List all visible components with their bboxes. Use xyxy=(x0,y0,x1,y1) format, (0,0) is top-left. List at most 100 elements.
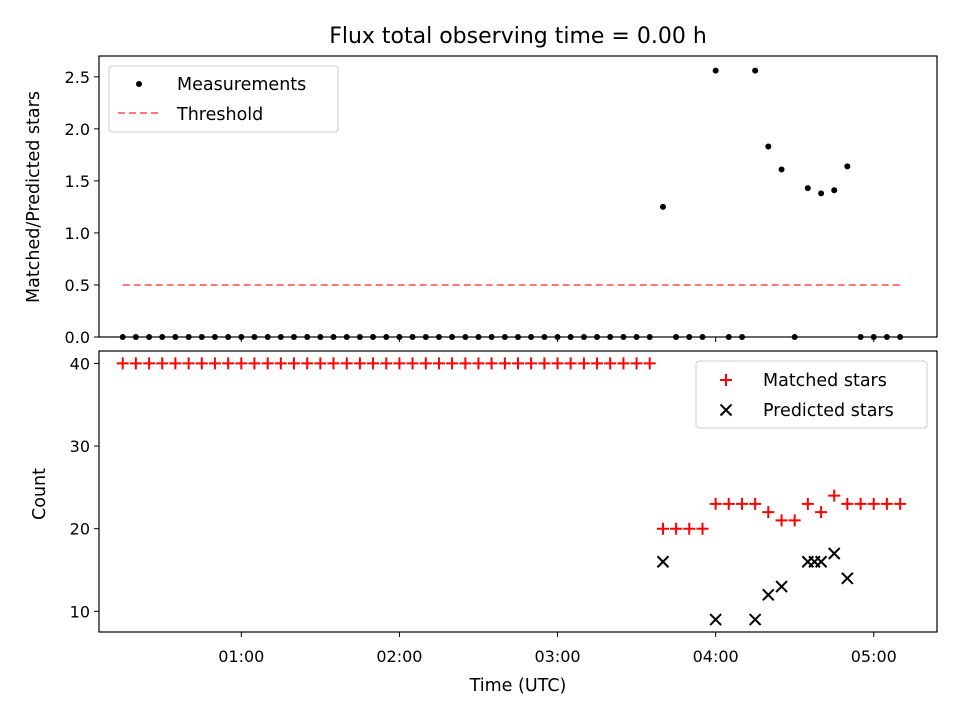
matched-star-point xyxy=(129,357,142,370)
matched-star-point xyxy=(406,357,419,370)
x-tick-label: 02:00 xyxy=(376,647,422,666)
matched-star-point xyxy=(643,357,656,370)
matched-star-point xyxy=(564,357,577,370)
matched-star-point xyxy=(867,497,880,510)
matched-star-point xyxy=(301,357,314,370)
matched-star-point xyxy=(722,497,735,510)
legend-matched-label: Matched stars xyxy=(763,371,887,391)
matched-star-point xyxy=(208,357,221,370)
predicted-star-point xyxy=(762,588,775,602)
matched-star-point xyxy=(222,357,235,370)
matched-star-point xyxy=(274,357,287,370)
matched-star-point xyxy=(446,357,459,370)
matched-star-point xyxy=(736,497,749,510)
top-y-tick-label: 0.5 xyxy=(65,276,90,295)
top-legend: Measurements Threshold xyxy=(108,65,339,133)
x-tick-label: 05:00 xyxy=(851,647,897,666)
matched-star-point xyxy=(749,497,762,510)
matched-star-point xyxy=(156,357,169,370)
bottom-y-tick-label: 40 xyxy=(70,354,90,373)
x-tick-label: 04:00 xyxy=(693,647,739,666)
matched-star-point xyxy=(551,357,564,370)
matched-star-point xyxy=(512,357,524,370)
matched-star-point xyxy=(459,357,472,370)
bottom-y-tick-label: 10 xyxy=(70,602,90,621)
matched-star-point xyxy=(367,357,380,370)
top-y-tick-label: 2.5 xyxy=(65,68,90,87)
legend-threshold-label: Threshold xyxy=(176,105,263,125)
matched-star-point xyxy=(815,506,828,519)
matched-star-point xyxy=(419,357,432,370)
matched-star-point xyxy=(854,497,867,510)
predicted-star-point xyxy=(656,555,670,568)
legend-predicted-label: Predicted stars xyxy=(763,401,894,421)
matched-star-point xyxy=(696,522,709,535)
matched-star-point xyxy=(287,357,300,370)
x-tick-label: 03:00 xyxy=(534,647,580,666)
matched-star-point xyxy=(340,357,353,370)
top-legend-box xyxy=(108,65,339,133)
matched-star-point xyxy=(393,357,406,370)
measurement-point xyxy=(659,203,666,210)
bottom-y-tick-label: 30 xyxy=(70,437,90,456)
matched-star-point xyxy=(880,497,893,510)
matched-star-point xyxy=(235,357,248,370)
matched-star-point xyxy=(327,357,340,370)
matched-star-point xyxy=(656,522,669,535)
top-y-tick-label: 2.0 xyxy=(65,120,90,139)
legend-matched-marker xyxy=(720,374,732,386)
matched-star-point xyxy=(591,357,604,370)
bottom-axes: 10 20 30 40 01:00 02:00 03:00 04:00 05:00 xyxy=(70,350,938,666)
matched-star-point xyxy=(683,522,696,535)
matched-star-point xyxy=(538,357,551,370)
matched-star-point xyxy=(472,357,485,370)
predicted-star-point xyxy=(748,613,762,626)
x-tick-label: 01:00 xyxy=(218,647,264,666)
matched-star-point xyxy=(801,497,814,510)
measurement-point xyxy=(778,166,785,173)
matched-star-point xyxy=(143,357,156,370)
predicted-star-point xyxy=(709,613,722,626)
matched-star-point xyxy=(380,357,393,370)
bottom-legend-box xyxy=(695,360,928,429)
chart-title: Flux total observing time = 0.00 h xyxy=(329,24,707,49)
matched-star-point xyxy=(604,357,617,370)
legend-measurements-marker xyxy=(136,81,142,87)
matched-star-point xyxy=(485,357,498,370)
predicted-star-point xyxy=(841,572,854,585)
legend-predicted-marker xyxy=(719,403,733,417)
bottom-y-axis-label: Count xyxy=(30,468,50,520)
matched-star-point xyxy=(353,357,366,370)
top-y-axis-label: Matched/Predicted stars xyxy=(24,91,44,303)
legend-measurements-label: Measurements xyxy=(177,75,306,95)
matched-star-point xyxy=(116,357,129,370)
bottom-plot-frame xyxy=(98,350,938,633)
top-axes: 0.0 0.5 1.0 1.5 2.0 2.5 xyxy=(65,55,938,347)
predicted-star-point xyxy=(828,547,841,560)
measurement-point xyxy=(712,67,719,74)
x-axis-label: Time (UTC) xyxy=(469,676,567,696)
measurement-point xyxy=(831,187,838,194)
matched-star-point xyxy=(828,489,841,502)
measurement-point xyxy=(752,67,759,74)
matched-star-point xyxy=(525,357,538,370)
matched-star-point xyxy=(788,514,801,527)
matched-star-point xyxy=(630,357,643,370)
matched-star-point xyxy=(762,506,775,519)
top-y-tick-label: 1.0 xyxy=(65,224,90,243)
top-plot-frame xyxy=(98,55,938,338)
top-y-tick-label: 1.5 xyxy=(65,172,90,191)
bottom-y-tick-label: 20 xyxy=(70,520,90,539)
matched-star-point xyxy=(248,357,261,370)
predicted-star-point xyxy=(814,555,828,568)
matched-star-point xyxy=(195,357,208,370)
bottom-legend: Matched stars Predicted stars xyxy=(695,360,928,429)
matched-star-point xyxy=(841,497,854,510)
measurement-point xyxy=(765,143,772,150)
matched-star-point xyxy=(775,514,788,527)
matched-star-point xyxy=(432,357,445,370)
predicted-star-point xyxy=(775,580,788,593)
matched-star-point xyxy=(894,497,907,510)
matched-star-point xyxy=(261,357,274,370)
